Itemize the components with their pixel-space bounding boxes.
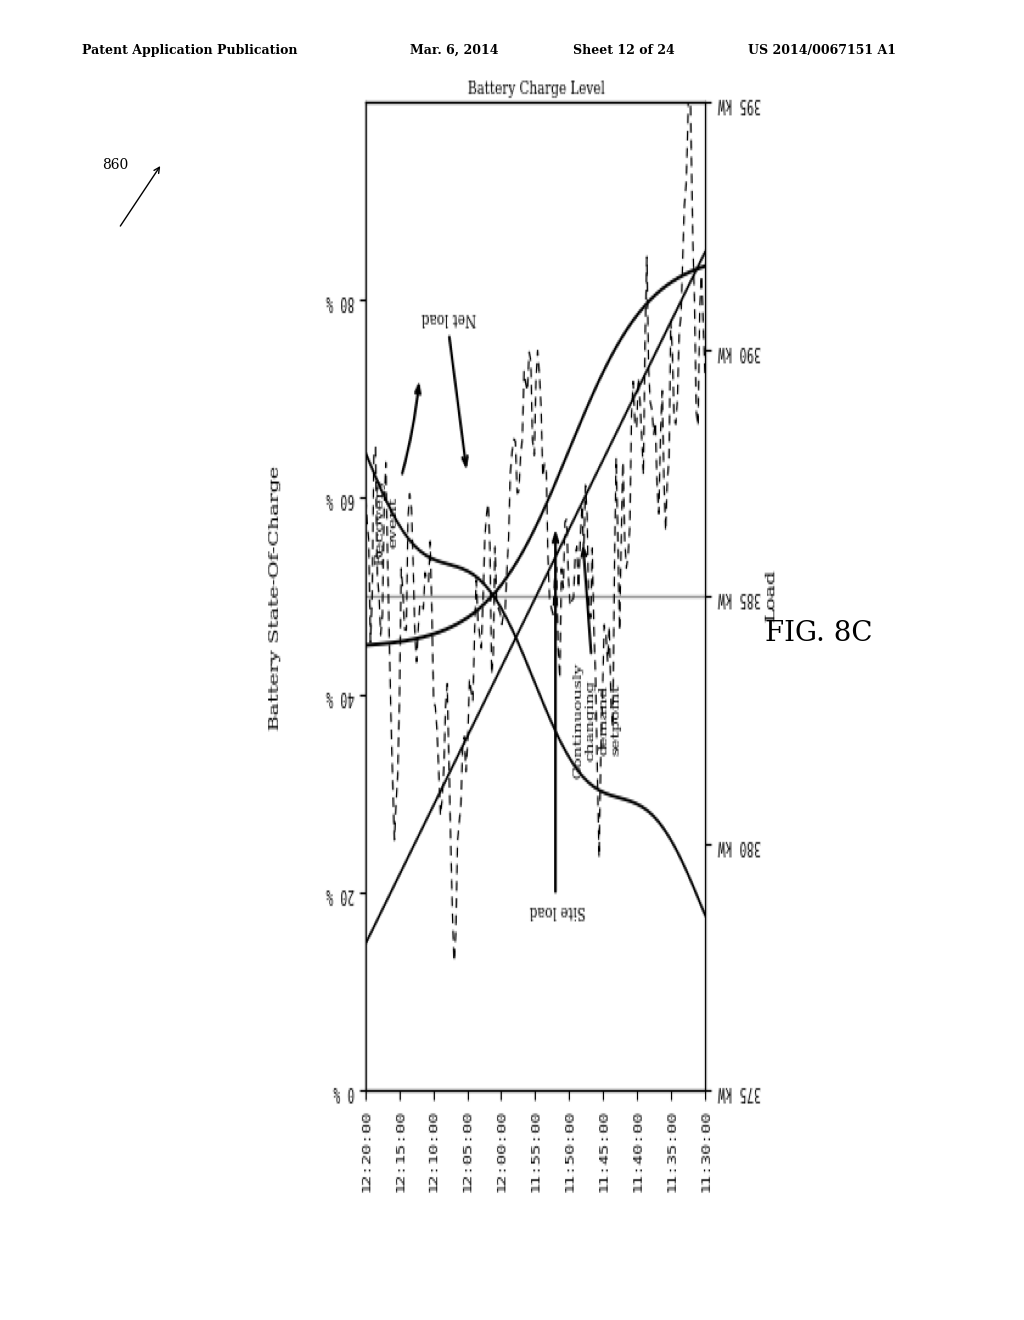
Text: Sheet 12 of 24: Sheet 12 of 24 [573, 44, 675, 57]
Text: Mar. 6, 2014: Mar. 6, 2014 [410, 44, 498, 57]
Text: Patent Application Publication: Patent Application Publication [82, 44, 297, 57]
Text: FIG. 8C: FIG. 8C [766, 620, 872, 647]
Text: 860: 860 [102, 158, 129, 173]
Text: US 2014/0067151 A1: US 2014/0067151 A1 [748, 44, 896, 57]
